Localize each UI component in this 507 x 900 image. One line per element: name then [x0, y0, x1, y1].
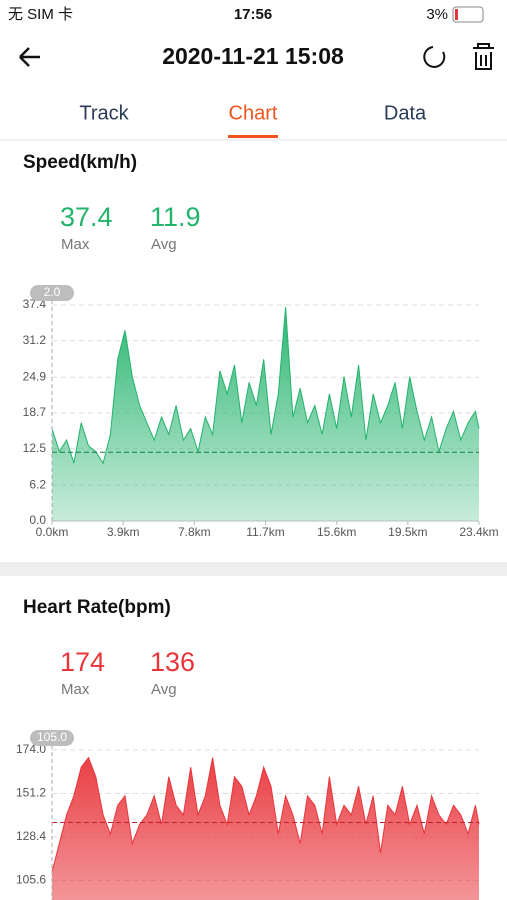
cursor-badge: [30, 730, 74, 746]
y-tick-label: 105.6: [16, 873, 46, 887]
area: [52, 307, 479, 521]
cursor-badge: [30, 285, 74, 301]
y-tick-label: 12.5: [23, 441, 47, 455]
y-tick-label: 18.7: [23, 405, 47, 419]
area: [52, 757, 479, 900]
y-tick-label: 151.2: [16, 786, 46, 800]
cursor-label: 2.0: [44, 285, 61, 299]
section-title: Speed(km/h): [23, 152, 137, 173]
line: [51, 307, 480, 465]
clock: 17:56: [234, 6, 272, 23]
max-label: Max: [61, 236, 90, 253]
x-tick-label: 7.8km: [178, 525, 211, 539]
avg-label: Avg: [151, 236, 177, 253]
tab-indicator: [228, 135, 278, 138]
header-title: 2020-11-21 15:08: [162, 43, 344, 69]
y-tick-label: 128.4: [16, 829, 46, 843]
x-tick-label: 23.4km: [459, 525, 498, 539]
avg-value: 11.9: [150, 202, 201, 232]
x-tick-label: 15.6km: [317, 525, 356, 539]
y-tick-label: 24.9: [23, 369, 47, 383]
delete-button[interactable]: [473, 43, 494, 70]
section-gap: [0, 562, 507, 576]
refresh-button[interactable]: [423, 46, 446, 68]
max-label: Max: [61, 681, 90, 698]
tab[interactable]: Data: [384, 102, 427, 124]
battery-level: 3%: [426, 6, 448, 23]
x-tick-label: 3.9km: [107, 525, 140, 539]
y-tick-label: 0.0: [29, 513, 46, 527]
battery-fill: [455, 9, 458, 20]
line: [51, 756, 480, 873]
max-value: 174: [60, 647, 105, 677]
battery-icon: [452, 6, 484, 23]
tab[interactable]: Chart: [229, 102, 278, 124]
carrier: 无 SIM 卡: [8, 6, 73, 23]
x-tick-label: 11.7km: [246, 525, 284, 539]
y-tick-label: 6.2: [29, 477, 46, 491]
cursor-label: 105.0: [37, 730, 67, 744]
section-title: Heart Rate(bpm): [23, 597, 171, 618]
y-tick-label: 31.2: [23, 333, 47, 347]
x-tick-label: 19.5km: [388, 525, 427, 539]
x-tick-label: 0.0km: [36, 525, 69, 539]
tab[interactable]: Track: [79, 102, 129, 124]
avg-label: Avg: [151, 681, 177, 698]
avg-value: 136: [150, 647, 195, 677]
back-button[interactable]: [19, 47, 40, 67]
max-value: 37.4: [60, 202, 113, 232]
